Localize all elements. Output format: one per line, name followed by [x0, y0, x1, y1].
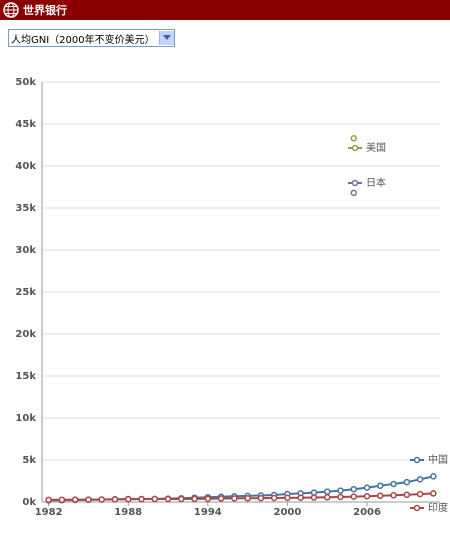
data-point — [257, 494, 265, 502]
data-point — [430, 490, 437, 497]
x-tick-label: 1994 — [194, 507, 222, 518]
data-point — [416, 476, 424, 483]
data-point — [244, 495, 251, 502]
y-tick-label: 0k — [22, 497, 36, 508]
data-point — [111, 496, 119, 503]
data-point — [310, 494, 318, 501]
data-point — [124, 495, 132, 503]
data-point — [416, 490, 424, 498]
data-point — [204, 493, 212, 501]
y-tick-label: 40k — [15, 161, 36, 172]
data-point — [310, 489, 318, 496]
data-point — [363, 492, 371, 500]
data-point — [151, 495, 159, 503]
select-arrow[interactable] — [158, 31, 174, 45]
y-tick-label: 35k — [15, 203, 36, 214]
x-tick-label: 1982 — [35, 507, 63, 518]
data-point — [350, 189, 358, 197]
data-point — [191, 495, 198, 503]
data-point — [217, 495, 225, 502]
data-point — [323, 494, 331, 501]
series-line — [48, 492, 434, 501]
data-point — [191, 494, 198, 501]
data-point — [71, 496, 79, 503]
indicator-select[interactable]: 人均GNI（2000年不变价美元） — [8, 29, 175, 47]
data-point — [270, 491, 278, 499]
header-title: 世界银行 — [23, 4, 67, 17]
data-point — [270, 494, 278, 502]
data-point — [204, 495, 212, 502]
data-point — [85, 496, 92, 503]
data-point — [124, 495, 132, 503]
data-point — [71, 496, 79, 504]
data-point — [337, 493, 344, 501]
data-point — [45, 496, 52, 504]
y-tick-label: 50k — [15, 77, 36, 88]
data-point — [363, 484, 371, 491]
legend-label: 印度 — [428, 501, 448, 514]
data-point — [231, 495, 238, 502]
data-point — [297, 494, 304, 501]
data-point — [390, 492, 397, 499]
legend-marker — [413, 456, 421, 464]
series-line — [48, 475, 434, 502]
data-point — [244, 492, 251, 500]
header: 世界银行 — [0, 0, 450, 20]
data-point — [284, 490, 291, 498]
data-point — [178, 495, 185, 503]
x-tick-label: 2000 — [274, 507, 302, 518]
data-point — [58, 496, 66, 504]
legend-label: 中国 — [428, 453, 448, 466]
data-point — [377, 492, 384, 500]
data-point — [377, 482, 384, 489]
data-point — [350, 485, 358, 493]
y-tick-label: 20k — [15, 329, 36, 340]
y-tick-label: 25k — [15, 287, 36, 298]
data-point — [350, 493, 358, 500]
data-point — [85, 496, 92, 503]
select-label: 人均GNI（2000年不变价美元） — [11, 34, 155, 46]
data-point — [98, 496, 105, 503]
x-tick-label: 2006 — [353, 507, 381, 518]
y-tick-label: 45k — [15, 119, 36, 130]
data-point — [138, 495, 145, 503]
legend-label: 日本 — [366, 176, 386, 189]
data-point — [98, 496, 105, 503]
data-point — [323, 488, 331, 495]
data-point — [337, 487, 344, 494]
data-point — [390, 480, 397, 488]
data-point — [164, 495, 172, 503]
legend-marker — [351, 144, 359, 152]
data-point — [403, 478, 411, 486]
data-point — [350, 135, 358, 142]
legend-marker — [413, 504, 421, 512]
data-point — [58, 496, 66, 503]
data-point — [217, 493, 225, 501]
y-tick-label: 15k — [15, 371, 36, 382]
y-tick-label: 10k — [15, 413, 36, 424]
data-point — [257, 492, 265, 499]
x-tick-label: 1988 — [114, 507, 142, 518]
legend-label: 美国 — [366, 141, 386, 154]
data-point — [231, 493, 238, 500]
data-point — [111, 496, 119, 503]
data-point — [430, 473, 437, 480]
data-point — [45, 497, 52, 504]
data-point — [138, 495, 145, 503]
data-point — [164, 495, 172, 502]
data-point — [403, 491, 411, 499]
globe-icon — [3, 2, 19, 18]
data-point — [284, 494, 291, 502]
data-point — [297, 490, 304, 497]
legend-marker — [351, 179, 359, 187]
y-tick-label: 5k — [22, 455, 36, 466]
data-point — [178, 494, 185, 502]
data-point — [151, 495, 159, 503]
y-tick-label: 30k — [15, 245, 36, 256]
